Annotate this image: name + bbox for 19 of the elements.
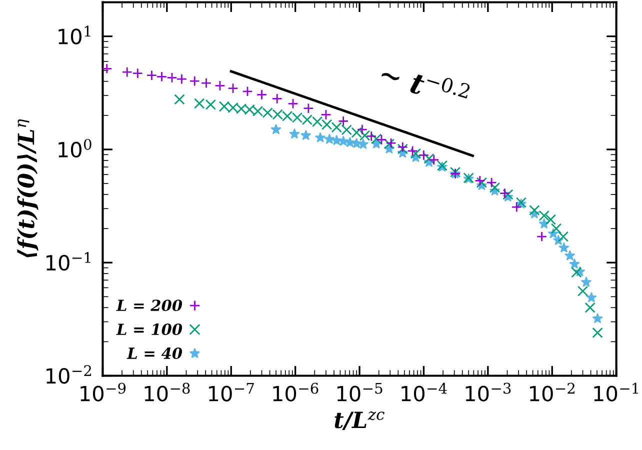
legend-label: L = 100: [116, 324, 182, 336]
legend-label: L = 40: [126, 347, 182, 360]
y-tick-label: 10$^{1}$: [58, 26, 90, 44]
x-tick-label: 10$^{−6}$: [273, 382, 318, 402]
y-tick-label: 10$^{0}$: [58, 138, 92, 158]
x-tick-label: 10$^{−4}$: [402, 382, 447, 402]
x-tick-label: 10$^{−9}$: [80, 382, 126, 402]
y-tick-label: 10$^{−1}$: [46, 252, 90, 271]
x-tick-label: 10$^{−2}$: [530, 382, 575, 402]
annotation: ∼ t$^{−0.2}$: [379, 59, 471, 109]
x-tick-label: 10$^{−1}$: [594, 382, 638, 402]
x-tick-label: 10$^{−3}$: [466, 382, 511, 402]
y-axis-title: ⟨f(t)f(0)⟩/L$^{η}$: [17, 119, 38, 258]
legend-label: L = 200: [116, 300, 182, 312]
x-axis-title: t/L$^{zc}$: [334, 411, 384, 430]
y-tick-label: 10$^{−2}$: [46, 365, 92, 384]
x-tick-label: 10$^{−8}$: [144, 382, 190, 402]
x-tick-label: 10$^{−7}$: [209, 382, 254, 402]
x-tick-label: 10$^{−5}$: [337, 382, 382, 402]
